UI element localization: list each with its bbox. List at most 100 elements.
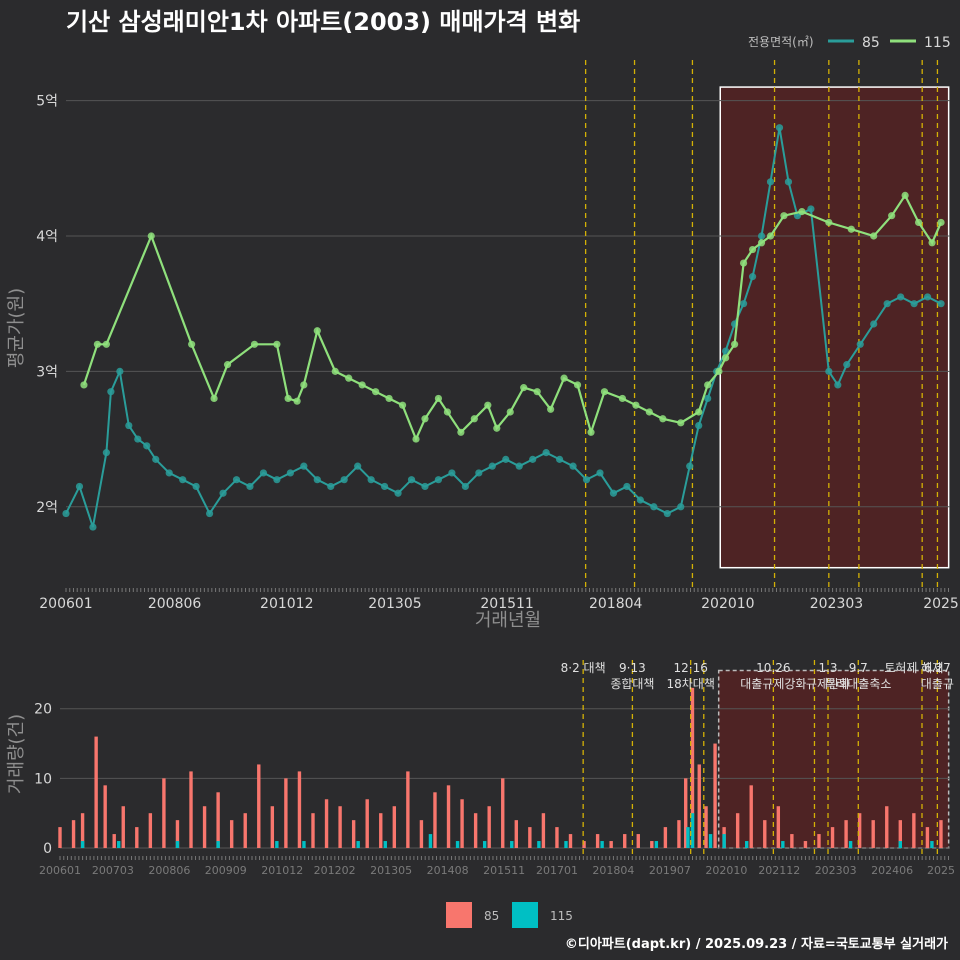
data-point-85 bbox=[421, 482, 429, 491]
data-point-85 bbox=[116, 367, 124, 375]
data-point-115 bbox=[493, 424, 501, 432]
bar-85 bbox=[844, 820, 848, 848]
bar-85 bbox=[623, 834, 627, 848]
bar-115 bbox=[510, 841, 514, 848]
data-point-115 bbox=[695, 408, 703, 416]
data-point-85 bbox=[165, 469, 173, 477]
volume-y-tick-label: 10 bbox=[34, 771, 52, 787]
volume-x-tick-label: 2025 bbox=[927, 864, 955, 877]
data-point-85 bbox=[825, 367, 833, 375]
data-point-85 bbox=[125, 421, 133, 430]
volume-x-tick-label: 201012 bbox=[261, 864, 303, 877]
bar-85 bbox=[257, 764, 261, 848]
bar-85 bbox=[817, 834, 821, 848]
data-point-85 bbox=[62, 509, 70, 518]
data-point-85 bbox=[192, 482, 200, 491]
bar-85 bbox=[501, 778, 505, 848]
price-y-tick-label: 4억 bbox=[36, 229, 58, 245]
event-annotation: 12·16 bbox=[674, 661, 708, 675]
data-point-85 bbox=[529, 455, 537, 463]
legend-title: 전용면적(㎡) bbox=[748, 35, 814, 49]
bar-85 bbox=[311, 813, 315, 848]
data-point-115 bbox=[659, 415, 667, 423]
data-point-115 bbox=[731, 340, 739, 348]
event-annotation: 대출규제강화 bbox=[740, 677, 806, 691]
bar-85 bbox=[460, 799, 464, 848]
legend-label-85: 85 bbox=[862, 35, 880, 51]
data-point-115 bbox=[421, 415, 429, 423]
data-point-115 bbox=[825, 218, 833, 227]
price-x-tick-label: 200806 bbox=[148, 596, 202, 612]
data-point-85 bbox=[582, 476, 591, 484]
volume-x-tick-label: 201408 bbox=[427, 864, 469, 877]
data-point-115 bbox=[520, 384, 528, 392]
bar-85 bbox=[392, 806, 397, 848]
bar-115 bbox=[482, 841, 487, 848]
bar-85 bbox=[243, 813, 247, 848]
data-point-115 bbox=[250, 340, 259, 348]
bar-85 bbox=[704, 806, 708, 848]
data-point-115 bbox=[748, 245, 757, 254]
data-point-85 bbox=[596, 469, 604, 477]
highlight-region bbox=[719, 86, 950, 569]
data-point-115 bbox=[632, 401, 640, 409]
bar-85 bbox=[148, 813, 153, 848]
data-point-115 bbox=[300, 381, 308, 389]
data-point-85 bbox=[89, 523, 97, 531]
bar-85 bbox=[568, 834, 573, 848]
price-x-tick-label: 202303 bbox=[810, 596, 863, 612]
data-point-115 bbox=[914, 218, 923, 227]
data-point-115 bbox=[780, 212, 788, 220]
data-point-85 bbox=[569, 462, 577, 470]
data-point-85 bbox=[757, 232, 766, 240]
legend-label-115: 115 bbox=[924, 35, 951, 51]
data-point-115 bbox=[345, 374, 353, 382]
bar-85 bbox=[121, 806, 125, 848]
bottom-legend-label-85: 85 bbox=[484, 909, 499, 923]
bar-85 bbox=[636, 834, 640, 848]
bar-115 bbox=[356, 841, 360, 848]
data-point-85 bbox=[340, 476, 348, 484]
bar-85 bbox=[830, 827, 835, 848]
price-y-tick-label: 5억 bbox=[36, 94, 58, 110]
data-point-85 bbox=[232, 476, 241, 484]
bar-85 bbox=[595, 834, 600, 848]
data-point-85 bbox=[556, 455, 564, 463]
data-point-115 bbox=[470, 415, 478, 423]
data-point-85 bbox=[134, 435, 142, 443]
data-point-85 bbox=[448, 469, 456, 477]
data-point-85 bbox=[273, 476, 281, 484]
bar-85 bbox=[284, 778, 288, 848]
volume-x-tick-label: 201907 bbox=[649, 864, 691, 877]
data-point-115 bbox=[434, 394, 443, 403]
bar-85 bbox=[135, 827, 139, 848]
data-point-85 bbox=[937, 300, 945, 308]
data-point-85 bbox=[407, 476, 416, 484]
price-x-tick-label: 2025 bbox=[923, 596, 959, 612]
bar-115 bbox=[686, 827, 690, 848]
event-annotation: 9.7 bbox=[849, 661, 868, 675]
data-point-85 bbox=[434, 476, 443, 484]
bar-85 bbox=[528, 827, 532, 848]
bar-85 bbox=[735, 813, 740, 848]
data-point-85 bbox=[461, 482, 469, 491]
data-point-115 bbox=[398, 401, 407, 409]
price-y-axis-title: 평균가(원) bbox=[6, 288, 27, 368]
data-point-115 bbox=[358, 381, 366, 389]
volume-x-tick-label: 201804 bbox=[592, 864, 634, 877]
data-point-85 bbox=[300, 462, 308, 470]
bar-85 bbox=[582, 841, 586, 848]
price-x-tick-label: 201012 bbox=[260, 596, 313, 612]
data-point-85 bbox=[843, 361, 851, 369]
bar-85 bbox=[270, 806, 275, 848]
data-point-115 bbox=[888, 212, 896, 220]
volume-x-tick-label: 200806 bbox=[148, 864, 190, 877]
bar-85 bbox=[338, 806, 342, 848]
bar-85 bbox=[514, 820, 518, 848]
bar-85 bbox=[433, 792, 437, 848]
data-point-85 bbox=[623, 482, 631, 491]
data-point-85 bbox=[704, 394, 712, 403]
bar-85 bbox=[94, 736, 98, 848]
bar-85 bbox=[379, 813, 383, 848]
bar-115 bbox=[690, 813, 695, 848]
